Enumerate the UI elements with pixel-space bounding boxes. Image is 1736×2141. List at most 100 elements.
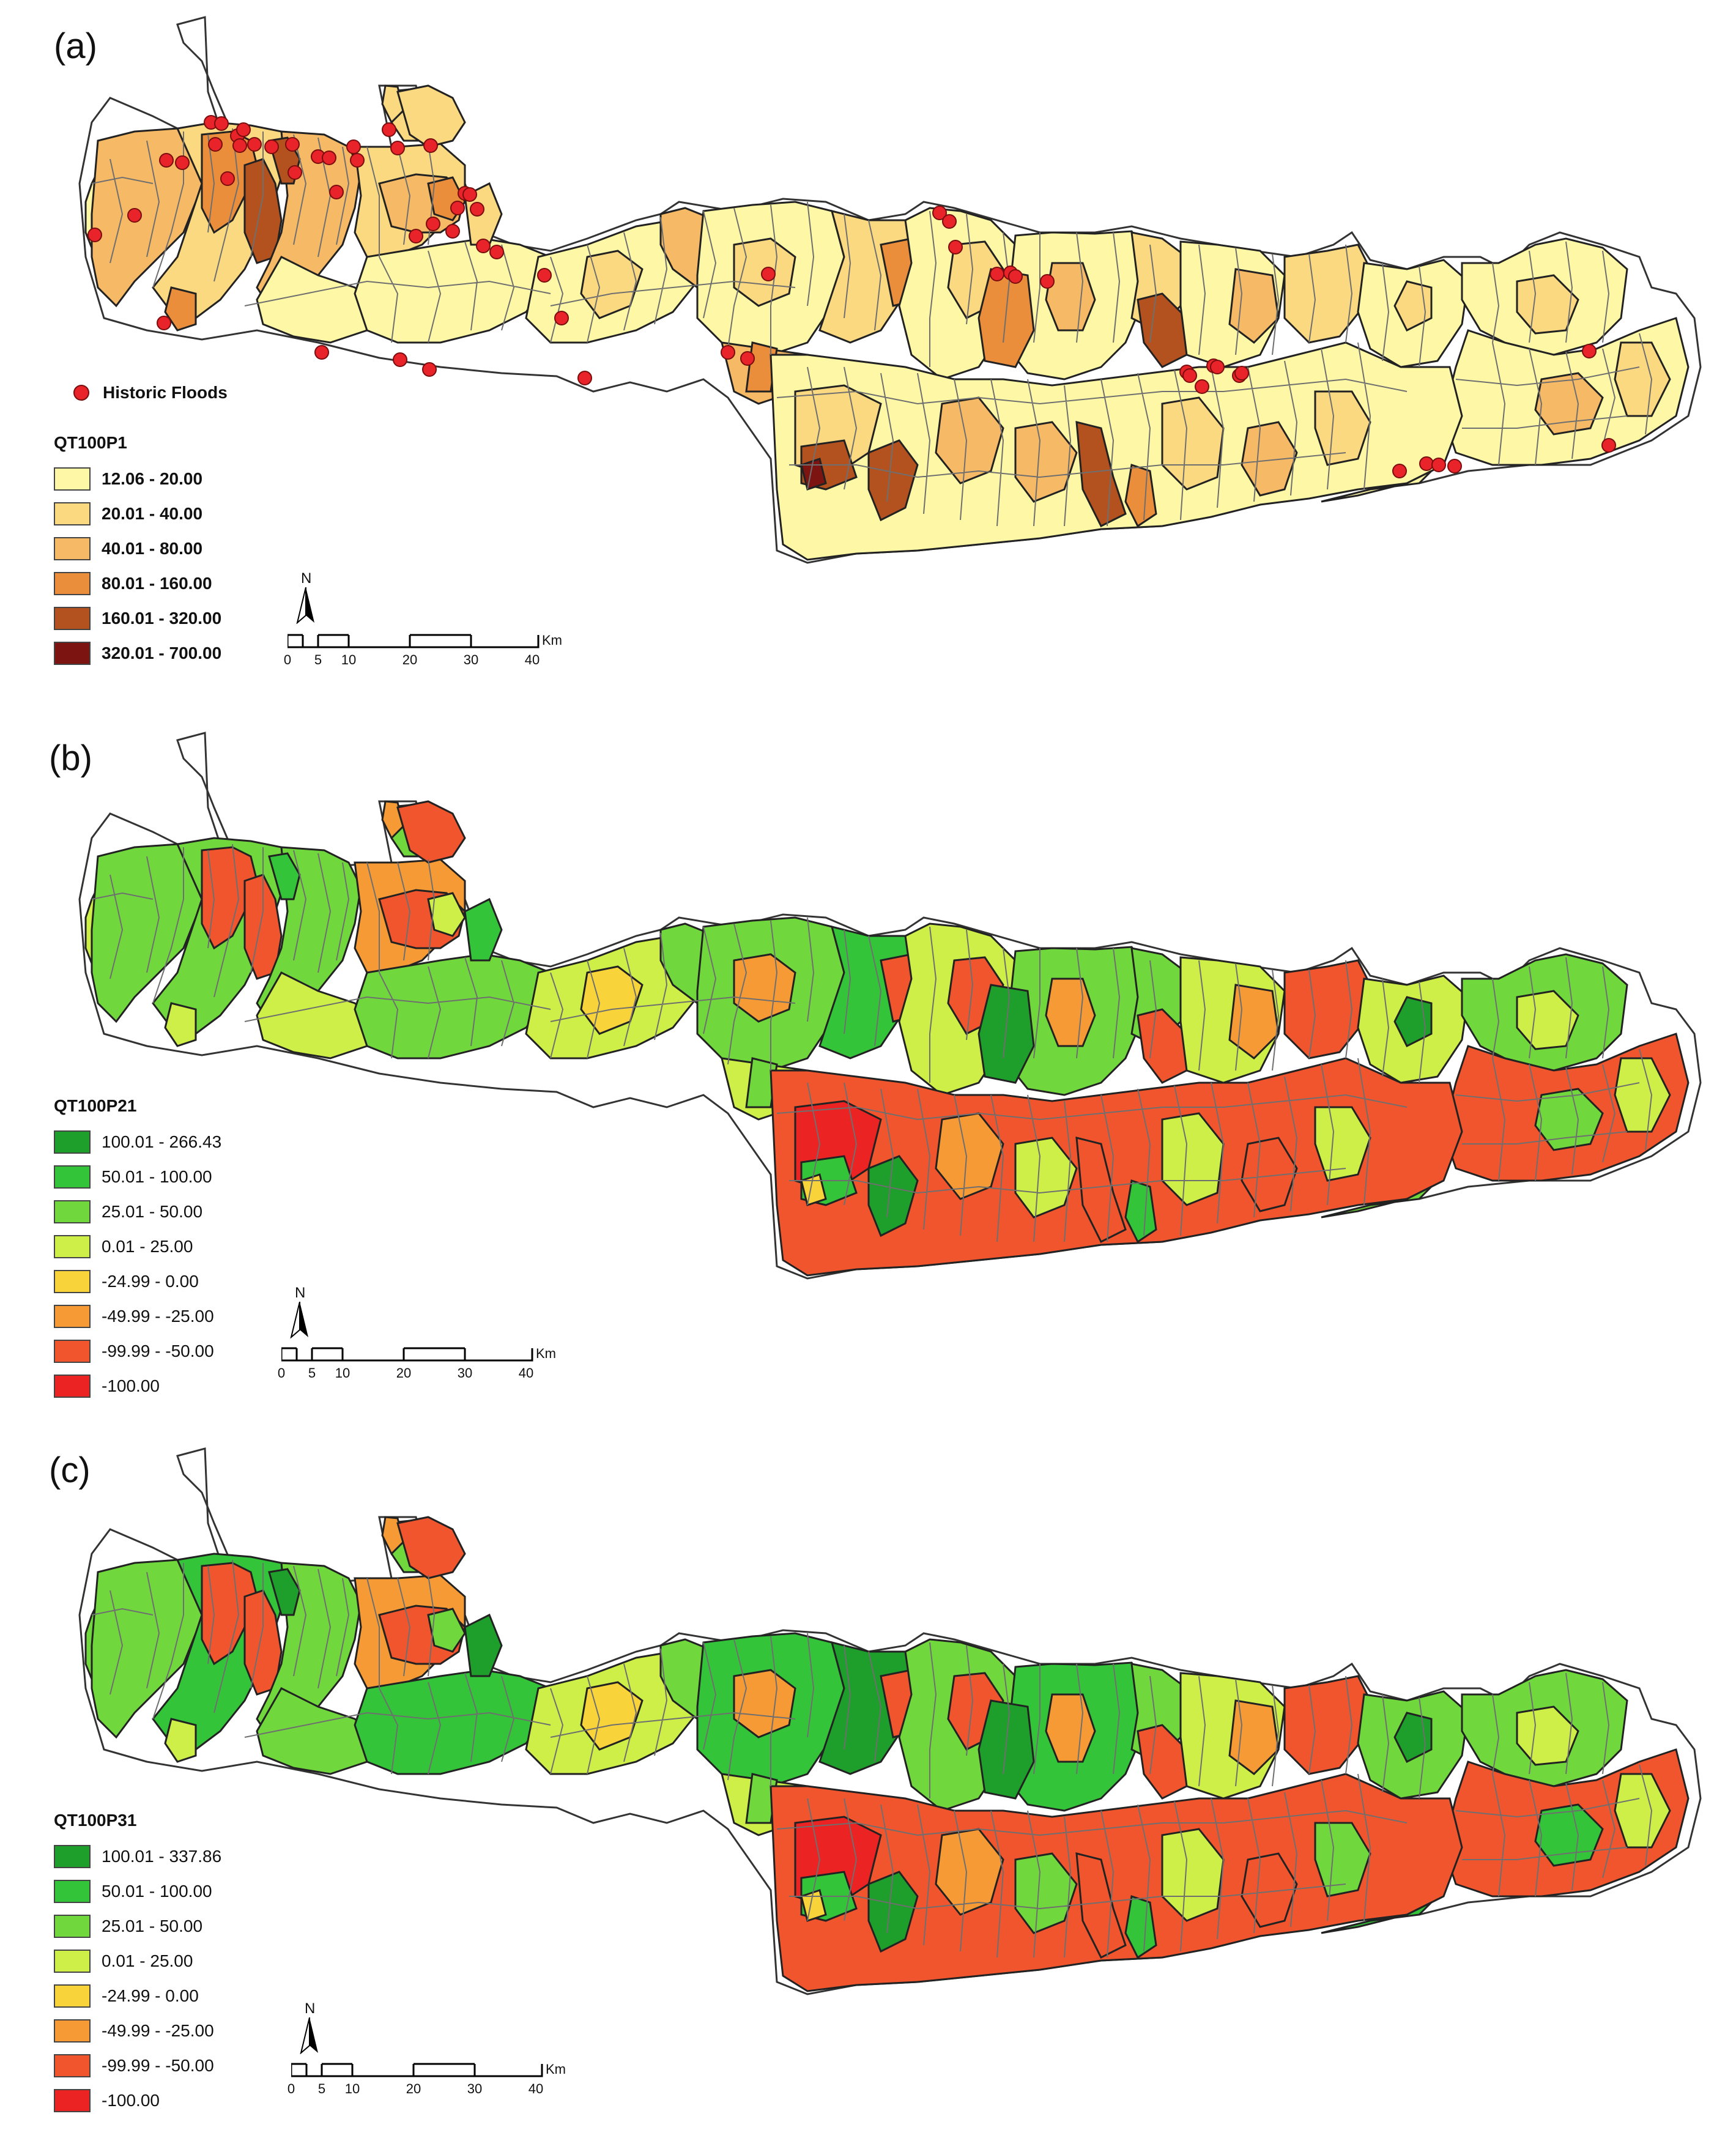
historic-flood-point xyxy=(932,206,947,220)
historic-flood-point xyxy=(175,155,190,170)
legend-swatch xyxy=(54,571,91,595)
historic-floods-label: Historic Floods xyxy=(103,383,228,402)
legend-label: -24.99 - 0.00 xyxy=(102,1986,199,2005)
historic-flood-point xyxy=(470,202,484,217)
legend-swatch xyxy=(54,1844,91,1868)
historic-flood-point xyxy=(382,122,396,137)
legend-swatch xyxy=(54,1914,91,1938)
legend-label: 20.01 - 40.00 xyxy=(102,503,203,523)
island-fill xyxy=(84,800,1690,1277)
historic-flood-point xyxy=(1195,379,1209,394)
historic-flood-point xyxy=(220,171,235,186)
legend-item: 25.01 - 50.00 xyxy=(54,1909,221,1943)
scale-tick-label: 5 xyxy=(308,1365,316,1381)
historic-flood-point xyxy=(740,351,755,366)
legend-label: -49.99 - -25.00 xyxy=(102,1306,214,1326)
scale-tick-label: 0 xyxy=(277,1365,286,1381)
legend-item: 40.01 - 80.00 xyxy=(54,531,221,566)
historic-flood-point xyxy=(157,316,171,330)
north-arrow-a: N xyxy=(295,570,319,625)
historic-flood-point xyxy=(445,224,460,239)
historic-flood-point xyxy=(214,116,229,131)
scale-bar-graphic xyxy=(286,634,540,648)
north-arrow-icon xyxy=(290,1302,308,1338)
legend-item: 0.01 - 25.00 xyxy=(54,1229,221,1264)
legend-item: -24.99 - 0.00 xyxy=(54,1264,221,1299)
north-arrow-c: N xyxy=(299,2000,323,2055)
historic-flood-point xyxy=(264,139,279,154)
legend-swatch xyxy=(54,467,91,491)
legend-item: 100.01 - 337.86 xyxy=(54,1839,221,1874)
legend-label: 50.01 - 100.00 xyxy=(102,1881,212,1901)
map-panel-a xyxy=(78,16,1702,564)
legend-title: QT100P21 xyxy=(54,1096,137,1115)
legend-label: 25.01 - 50.00 xyxy=(102,1201,203,1221)
historic-flood-point xyxy=(409,229,423,243)
historic-flood-point xyxy=(1582,344,1597,358)
historic-flood-point xyxy=(1234,366,1249,380)
historic-flood-point xyxy=(247,137,262,152)
legend-swatch xyxy=(54,1374,91,1398)
legend-item: 12.06 - 20.00 xyxy=(54,461,221,496)
legend-label: 100.01 - 266.43 xyxy=(102,1132,222,1151)
scale-unit-label: Km xyxy=(546,2061,566,2077)
panel-a: (a) Historic Floods QT100P1 12.06 - 20.0… xyxy=(0,0,1736,710)
historic-flood-point xyxy=(990,267,1004,281)
legend-item: 160.01 - 320.00 xyxy=(54,601,221,636)
legend-swatch xyxy=(54,536,91,560)
historic-flood-marker-icon xyxy=(73,385,89,401)
historic-flood-point xyxy=(322,150,336,165)
legend-swatch xyxy=(54,1200,91,1223)
scale-tick-label: 0 xyxy=(283,652,292,667)
legend-rows: 12.06 - 20.00 20.01 - 40.00 40.01 - 80.00 8… xyxy=(54,461,221,670)
scale-bar-graphic xyxy=(290,2063,543,2077)
legend-item: -99.99 - -50.00 xyxy=(54,1334,221,1368)
catchment-boundaries xyxy=(91,844,1653,1242)
legend-swatch xyxy=(54,502,91,525)
legend-label: 40.01 - 80.00 xyxy=(102,538,203,558)
historic-flood-point xyxy=(1210,360,1225,374)
historic-flood-point xyxy=(232,138,247,153)
historic-flood-point xyxy=(285,137,300,152)
legend-swatch xyxy=(54,1304,91,1328)
legend-item: 20.01 - 40.00 xyxy=(54,496,221,531)
scale-tick-label: 30 xyxy=(467,2081,483,2096)
map-panel-c xyxy=(78,1447,1702,1995)
historic-flood-point xyxy=(1601,438,1616,453)
historic-flood-point xyxy=(1431,458,1446,472)
historic-flood-point xyxy=(236,122,251,137)
legend-item: -100.00 xyxy=(54,2083,221,2118)
legend-label: 80.01 - 160.00 xyxy=(102,573,212,593)
panel-label-c: (c) xyxy=(49,1450,91,1490)
scale-tick-label: 5 xyxy=(317,2081,326,2096)
legend-label: 160.01 - 320.00 xyxy=(102,608,222,628)
legend-item: 50.01 - 100.00 xyxy=(54,1874,221,1909)
legend-item: 0.01 - 25.00 xyxy=(54,1943,221,1978)
catchment-boundaries xyxy=(91,1559,1653,1958)
north-label: N xyxy=(305,2000,316,2017)
legend-swatch xyxy=(54,2054,91,2077)
legend-item: 25.01 - 50.00 xyxy=(54,1194,221,1229)
scale-tick-label: 40 xyxy=(518,1365,534,1381)
legend-label: -49.99 - -25.00 xyxy=(102,2020,214,2040)
scale-tick-label: 40 xyxy=(524,652,540,667)
legend-swatch xyxy=(54,1984,91,2008)
legend-label: 50.01 - 100.00 xyxy=(102,1167,212,1186)
scale-tick-label: 10 xyxy=(335,1365,351,1381)
historic-flood-point xyxy=(422,362,437,377)
legend-item: 80.01 - 160.00 xyxy=(54,566,221,601)
historic-flood-point xyxy=(423,138,438,153)
legend-item: -100.00 xyxy=(54,1368,221,1403)
panel-b: (b) QT100P21 100.01 - 266.43 50.01 - 100.… xyxy=(0,716,1736,1425)
legend-swatch xyxy=(54,1269,91,1293)
historic-flood-point xyxy=(87,228,102,242)
north-arrow-icon xyxy=(296,587,314,624)
scale-unit-label: Km xyxy=(536,1346,556,1361)
scale-bar-b: 0 5 10 20 30 40 Km xyxy=(278,1346,581,1381)
historic-flood-point xyxy=(393,352,407,367)
legend-swatch xyxy=(54,606,91,630)
legend-label: 25.01 - 50.00 xyxy=(102,1916,203,1935)
historic-flood-point xyxy=(314,345,329,360)
historic-flood-point xyxy=(537,268,552,283)
legend-item: 320.01 - 700.00 xyxy=(54,636,221,670)
